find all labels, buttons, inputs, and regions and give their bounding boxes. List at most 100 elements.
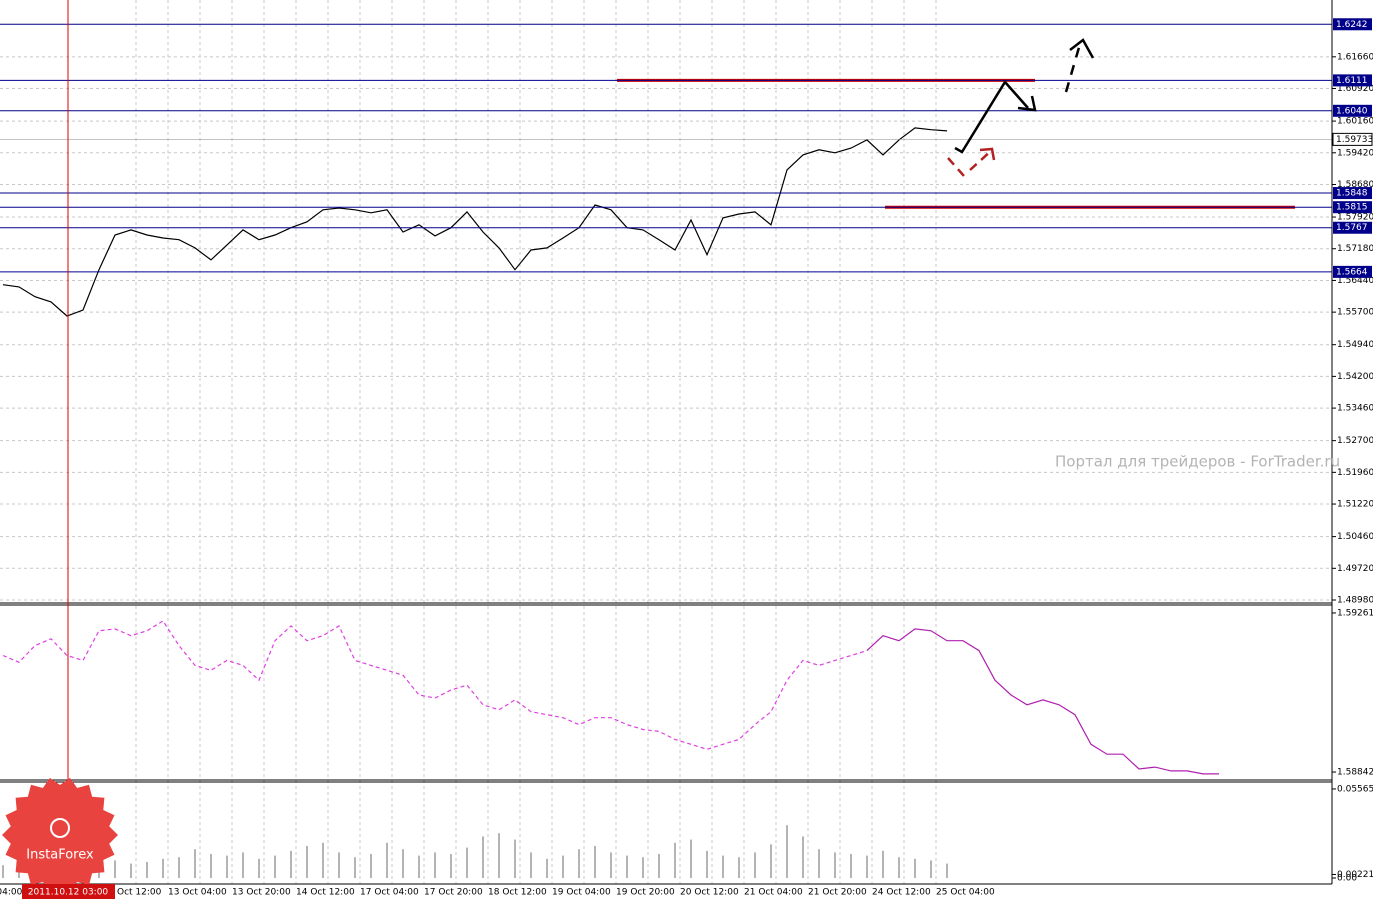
alt-forecast-arrow	[947, 147, 996, 177]
volume-bar	[562, 855, 564, 878]
volume-bar	[658, 854, 660, 878]
level-label-box	[1333, 74, 1372, 87]
y-tick-label: 1.51960	[1337, 468, 1373, 478]
y-tick-label: 1.51220	[1337, 500, 1373, 510]
x-tick-label: Oct 04:00	[0, 888, 23, 898]
volume-bar	[850, 854, 852, 878]
y-tick-label: 1.60160	[1337, 117, 1373, 127]
y-tick-label: 0.00221	[1337, 870, 1373, 880]
alt-forecast-dashed	[969, 149, 993, 171]
y-tick-label: 1.49720	[1337, 564, 1373, 574]
volume-bar	[834, 852, 836, 878]
arrow-head	[1017, 95, 1037, 112]
volume-bar	[642, 857, 644, 878]
volume-bar	[274, 855, 276, 878]
y-tick-label: 0.05565	[1337, 784, 1373, 794]
volume-bar	[162, 858, 164, 878]
y-tick-label: 1.53460	[1337, 404, 1373, 414]
volume-bar	[370, 854, 372, 878]
volume-bar	[226, 855, 228, 878]
watermark: Портал для трейдеров - ForTrader.ru	[1055, 453, 1340, 471]
x-tick-label: 19 Oct 20:00	[616, 888, 675, 898]
volume-bar	[498, 833, 500, 878]
y-tick-label: 1.57180	[1337, 244, 1373, 254]
volume-bar	[818, 849, 820, 878]
x-tick-label: 20 Oct 12:00	[680, 888, 739, 898]
volume-bar	[546, 858, 548, 878]
volume-bar	[242, 852, 244, 878]
volume-bar	[402, 849, 404, 878]
volume-bar	[338, 852, 340, 878]
volume-bar	[802, 836, 804, 878]
volume-bar	[898, 857, 900, 878]
level-label: 1.5767	[1336, 223, 1368, 233]
volume-bar	[770, 844, 772, 878]
volume-bar	[482, 836, 484, 878]
level-label: 1.6111	[1336, 76, 1368, 86]
volume-bar	[2, 865, 4, 878]
volume-bar	[530, 852, 532, 878]
x-tick-label: Oct 12:00	[117, 888, 162, 898]
level-label: 1.5848	[1336, 189, 1368, 199]
y-tick-label: 1.57920	[1337, 213, 1373, 223]
cursor-time-box	[22, 884, 115, 899]
level-label-box	[1333, 104, 1372, 117]
logo-text: InstaForex	[26, 848, 94, 863]
arrow-head	[1069, 38, 1095, 59]
x-tick-label: 13 Oct 04:00	[168, 888, 227, 898]
series-line	[866, 628, 1219, 775]
x-tick-label: 19 Oct 04:00	[552, 888, 611, 898]
x-tick-label: 17 Oct 04:00	[360, 888, 419, 898]
volume-bar	[114, 860, 116, 878]
volume-bar	[866, 855, 868, 878]
volume-bar	[322, 842, 324, 878]
logo: InstaForex	[2, 777, 118, 893]
volume-bar	[290, 850, 292, 878]
y-tick-label: 1.52700	[1337, 436, 1373, 446]
volume-bar	[514, 839, 516, 878]
x-tick-label: 18 Oct 12:00	[488, 888, 547, 898]
volume-bar	[914, 858, 916, 878]
plots	[0, 23, 1332, 878]
volume-bar	[706, 850, 708, 878]
y-tick-label: 1.54940	[1337, 340, 1373, 350]
forecast-dashed	[1064, 43, 1082, 93]
level-label-box	[1333, 201, 1372, 214]
x-tick-label: 13 Oct 20:00	[232, 888, 291, 898]
forecast-path	[954, 79, 1029, 154]
volume-bar	[626, 855, 628, 878]
x-tick-label: 14 Oct 12:00	[296, 888, 355, 898]
y-tick-label: 1.54200	[1337, 372, 1373, 382]
level-label: 1.6242	[1336, 20, 1368, 30]
cursor-time: 2011.10.12 03:00	[28, 888, 109, 898]
volume-bar	[258, 858, 260, 878]
volume-bar	[210, 854, 212, 878]
level-label-box	[1333, 265, 1372, 278]
y-tick-label: 1.56440	[1337, 276, 1373, 286]
volume-bar	[738, 857, 740, 878]
volume-bar	[354, 857, 356, 878]
volume-bar	[146, 862, 148, 878]
x-tick-label: 21 Oct 20:00	[808, 888, 867, 898]
arrow-head	[979, 147, 996, 161]
logo-icon	[50, 818, 70, 838]
x-tick-label: 24 Oct 12:00	[872, 888, 931, 898]
volume-bar	[882, 850, 884, 878]
volume-bar	[722, 855, 724, 878]
volume-bar	[594, 846, 596, 878]
current-price-box	[1332, 132, 1373, 146]
y-tick-label: 0.00	[1337, 874, 1357, 884]
level-label-box	[1333, 18, 1372, 31]
volume-bar	[178, 857, 180, 878]
volume-bar	[610, 852, 612, 878]
alt-forecast-dashed	[947, 157, 965, 177]
volume-bar	[754, 852, 756, 878]
forecast-arrow	[954, 38, 1095, 154]
level-label-box	[1333, 221, 1372, 234]
current-price-label: 1.59733	[1336, 135, 1373, 145]
x-tick-label: 17 Oct 20:00	[424, 888, 483, 898]
volume-bar	[194, 849, 196, 878]
volume-bar	[450, 854, 452, 878]
volume-bar	[434, 852, 436, 878]
